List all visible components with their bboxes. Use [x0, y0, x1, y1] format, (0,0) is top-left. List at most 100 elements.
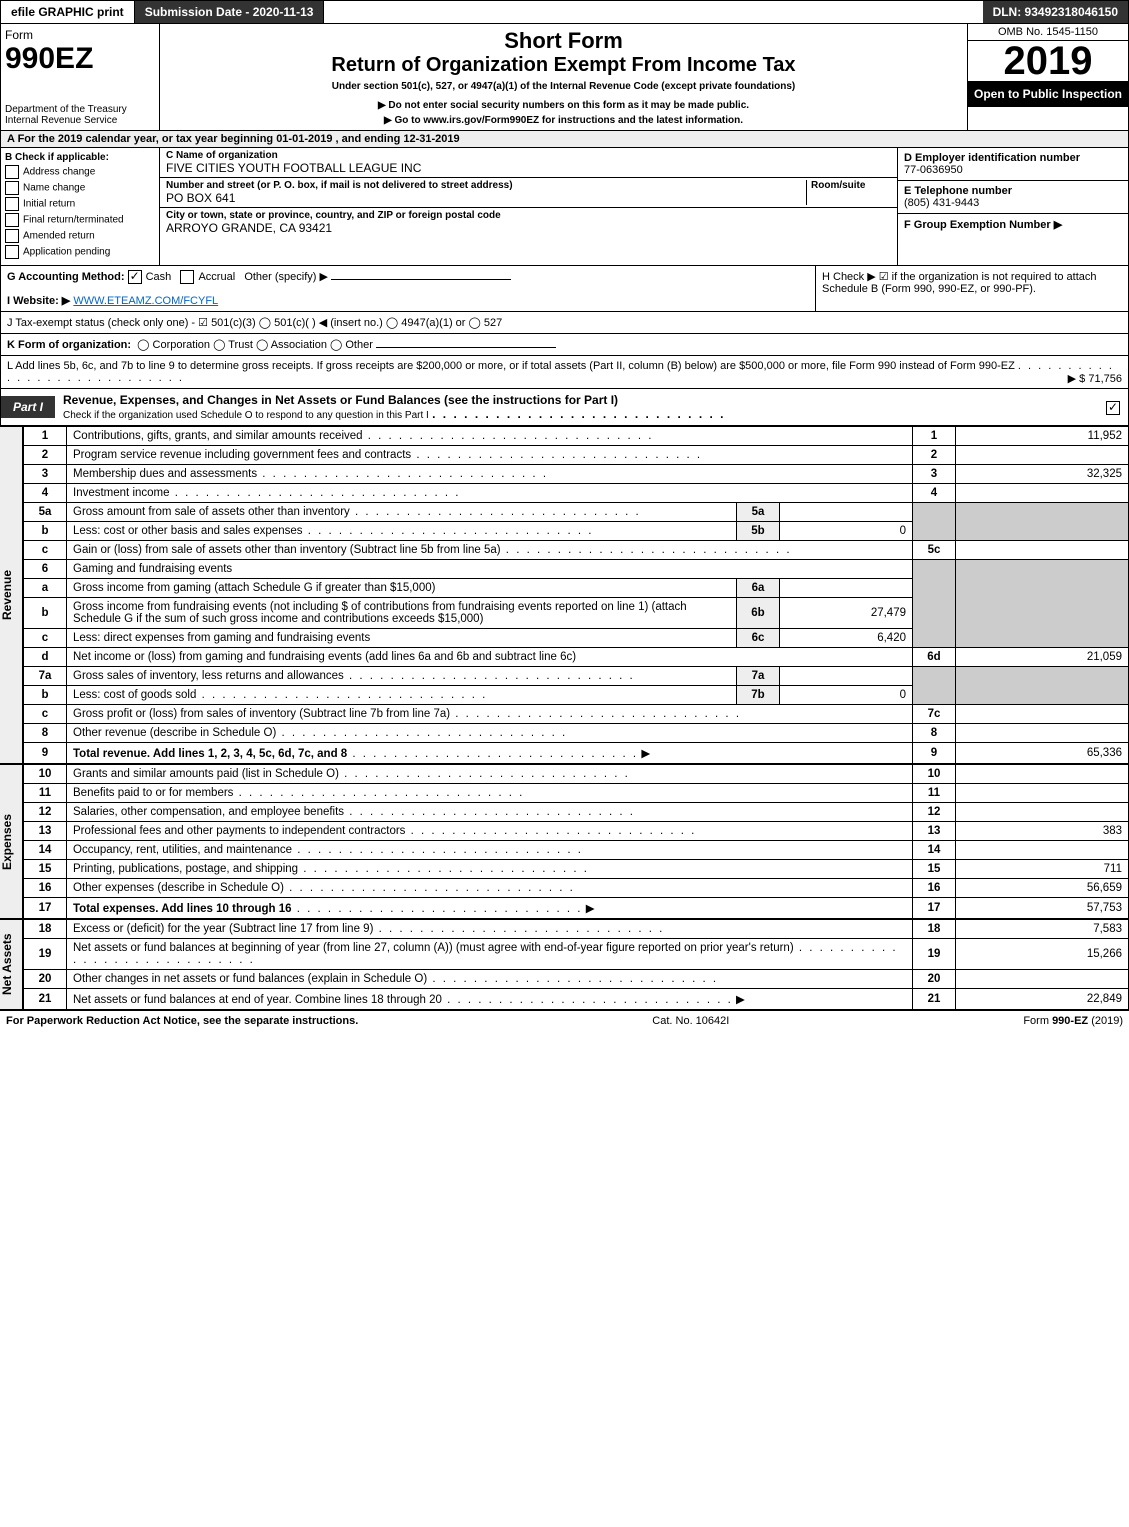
- short-form-title: Short Form: [168, 28, 959, 54]
- row-15-desc: Printing, publications, postage, and shi…: [73, 863, 298, 875]
- footer-right: Form 990-EZ (2019): [1023, 1015, 1123, 1027]
- row-7c-val: [956, 705, 1129, 724]
- group-exempt-label: F Group Exemption Number ▶: [904, 218, 1122, 231]
- row-6d-num: d: [24, 648, 67, 667]
- row-4-num: 4: [24, 484, 67, 503]
- row-19-num: 19: [24, 939, 67, 970]
- efile-print-button[interactable]: efile GRAPHIC print: [1, 1, 135, 23]
- top-bar: efile GRAPHIC print Submission Date - 20…: [0, 0, 1129, 24]
- footer-mid: Cat. No. 10642I: [358, 1015, 1023, 1027]
- row-4-desc: Investment income: [73, 487, 170, 499]
- accrual-label: Accrual: [198, 271, 235, 283]
- gh-row: G Accounting Method: Cash Accrual Other …: [0, 266, 1129, 312]
- block-b-header: B Check if applicable:: [5, 152, 155, 163]
- row-5c-desc: Gain or (loss) from sale of assets other…: [73, 544, 501, 556]
- city-label: City or town, state or province, country…: [166, 210, 891, 221]
- row-14-rnum: 14: [913, 841, 956, 860]
- row-3-num: 3: [24, 465, 67, 484]
- row-14-num: 14: [24, 841, 67, 860]
- row-7b-sub: 7b: [737, 686, 780, 705]
- chk-name-change[interactable]: Name change: [23, 183, 85, 194]
- chk-address-change[interactable]: Address change: [23, 167, 95, 178]
- phone-value: (805) 431-9443: [904, 197, 1122, 209]
- block-b: B Check if applicable: Address change Na…: [1, 148, 160, 265]
- l-row: L Add lines 5b, 6c, and 7b to line 9 to …: [0, 356, 1129, 389]
- submission-date-label: Submission Date - 2020-11-13: [135, 1, 325, 23]
- row-6b-num: b: [24, 598, 67, 629]
- chk-initial-return[interactable]: Initial return: [23, 199, 75, 210]
- row-11-rnum: 11: [913, 784, 956, 803]
- row-6b-desc: Gross income from fundraising events (no…: [73, 601, 687, 625]
- row-9-num: 9: [24, 743, 67, 764]
- row-10-val: [956, 765, 1129, 784]
- page-footer: For Paperwork Reduction Act Notice, see …: [0, 1010, 1129, 1031]
- row-2-num: 2: [24, 446, 67, 465]
- chk-final-return[interactable]: Final return/terminated: [23, 215, 124, 226]
- instructions-link[interactable]: ▶ Go to www.irs.gov/Form990EZ for instru…: [168, 115, 959, 126]
- part1-header: Part I Revenue, Expenses, and Changes in…: [0, 389, 1129, 426]
- row-17-num: 17: [24, 898, 67, 919]
- block-c: C Name of organization FIVE CITIES YOUTH…: [160, 148, 898, 265]
- k-label: K Form of organization:: [7, 339, 131, 351]
- form-word: Form: [5, 28, 155, 42]
- row-6b-subval: 27,479: [780, 598, 913, 629]
- row-5c-val: [956, 541, 1129, 560]
- main-title: Return of Organization Exempt From Incom…: [168, 54, 959, 77]
- chk-cash[interactable]: [128, 270, 142, 284]
- row-2-val: [956, 446, 1129, 465]
- phone-label: E Telephone number: [904, 185, 1122, 197]
- row-6d-desc: Net income or (loss) from gaming and fun…: [73, 651, 576, 663]
- row-14-val: [956, 841, 1129, 860]
- form-number: 990EZ: [5, 42, 155, 76]
- k-options[interactable]: ◯ Corporation ◯ Trust ◯ Association ◯ Ot…: [137, 339, 373, 351]
- row-8-desc: Other revenue (describe in Schedule O): [73, 727, 276, 739]
- row-9-desc: Total revenue. Add lines 1, 2, 3, 4, 5c,…: [73, 748, 347, 760]
- part1-tag: Part I: [1, 396, 55, 418]
- chk-accrual[interactable]: [180, 270, 194, 284]
- subtitle: Under section 501(c), 527, or 4947(a)(1)…: [168, 81, 959, 92]
- row-17-val: 57,753: [956, 898, 1129, 919]
- footer-left: For Paperwork Reduction Act Notice, see …: [6, 1015, 358, 1027]
- row-20-val: [956, 970, 1129, 989]
- addr-label: Number and street (or P. O. box, if mail…: [166, 180, 806, 191]
- public-inspection-badge: Open to Public Inspection: [968, 81, 1128, 107]
- k-row: K Form of organization: ◯ Corporation ◯ …: [0, 334, 1129, 356]
- row-2-rnum: 2: [913, 446, 956, 465]
- row-19-val: 15,266: [956, 939, 1129, 970]
- period-row: A For the 2019 calendar year, or tax yea…: [0, 131, 1129, 148]
- expenses-table: 10 Grants and similar amounts paid (list…: [23, 764, 1129, 919]
- row-7a-desc: Gross sales of inventory, less returns a…: [73, 670, 344, 682]
- row-21-val: 22,849: [956, 989, 1129, 1010]
- row-7c-desc: Gross profit or (loss) from sales of inv…: [73, 708, 450, 720]
- row-17-desc: Total expenses. Add lines 10 through 16: [73, 903, 292, 915]
- row-1-num: 1: [24, 427, 67, 446]
- row-6a-sub: 6a: [737, 579, 780, 598]
- row-11-val: [956, 784, 1129, 803]
- row-10-desc: Grants and similar amounts paid (list in…: [73, 768, 339, 780]
- dept-label: Department of the Treasury: [5, 104, 155, 115]
- row-5a-subval: [780, 503, 913, 522]
- part1-schedule-o-check[interactable]: [1106, 401, 1120, 415]
- row-21-rnum: 21: [913, 989, 956, 1010]
- website-link[interactable]: WWW.ETEAMZ.COM/FCYFL: [73, 295, 218, 307]
- netassets-tab: Net Assets: [0, 919, 23, 1010]
- row-18-num: 18: [24, 920, 67, 939]
- row-6c-desc: Less: direct expenses from gaming and fu…: [73, 632, 370, 644]
- chk-pending[interactable]: Application pending: [23, 247, 110, 258]
- row-13-desc: Professional fees and other payments to …: [73, 825, 405, 837]
- row-20-num: 20: [24, 970, 67, 989]
- chk-amended[interactable]: Amended return: [23, 231, 95, 242]
- tax-year: 2019: [968, 41, 1128, 81]
- revenue-table: 1 Contributions, gifts, grants, and simi…: [23, 426, 1129, 764]
- row-6b-sub: 6b: [737, 598, 780, 629]
- row-13-val: 383: [956, 822, 1129, 841]
- row-10-rnum: 10: [913, 765, 956, 784]
- row-4-val: [956, 484, 1129, 503]
- row-5c-rnum: 5c: [913, 541, 956, 560]
- row-18-rnum: 18: [913, 920, 956, 939]
- row-21-desc: Net assets or fund balances at end of ye…: [73, 994, 442, 1006]
- ein-value: 77-0636950: [904, 164, 1122, 176]
- h-text: H Check ▶ ☑ if the organization is not r…: [815, 266, 1128, 311]
- ssn-warning: ▶ Do not enter social security numbers o…: [168, 100, 959, 111]
- row-6c-sub: 6c: [737, 629, 780, 648]
